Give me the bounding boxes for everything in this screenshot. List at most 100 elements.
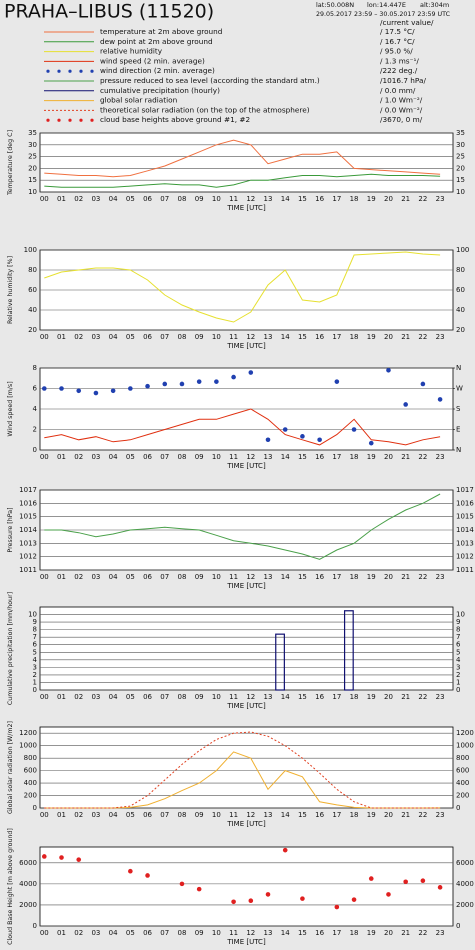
y2-tick-label: 40: [456, 306, 465, 314]
legend-current: / 1.3 ms⁻¹/: [380, 56, 419, 65]
y-axis-label: Cumulative precipitation [mm/hour]: [7, 592, 14, 705]
x-tick-label: 16: [315, 195, 324, 203]
point: [231, 899, 236, 905]
x-tick-label: 10: [212, 453, 221, 461]
x-tick-label: 07: [160, 693, 169, 701]
x-tick-label: 00: [40, 195, 49, 203]
point: [248, 898, 254, 904]
y2-tick-label: 2000: [456, 901, 474, 909]
legend-label: cloud base heights above ground #1, #2: [100, 115, 250, 124]
x-tick-label: 10: [212, 573, 221, 581]
x-tick-label: 07: [160, 929, 169, 937]
legend-label: wind direction (2 min. average): [100, 66, 215, 75]
y2-tick-label: 7: [456, 633, 460, 641]
altitude: alt:304m: [420, 1, 449, 9]
x-tick-label: 15: [298, 929, 307, 937]
x-tick-label: 18: [350, 929, 359, 937]
x-tick-label: 11: [229, 333, 238, 341]
x-tick-label: 14: [281, 195, 290, 203]
y2-tick-label: 35: [456, 129, 465, 137]
x-tick-label: 12: [246, 333, 255, 341]
y-tick-label: 1000: [19, 742, 37, 750]
x-tick-label: 17: [332, 573, 341, 581]
latitude: lat:50.008N: [316, 1, 354, 9]
x-tick-label: 10: [212, 929, 221, 937]
y-tick-label: 15: [28, 176, 37, 184]
point: [145, 873, 150, 878]
y2-tick-label: 600: [456, 767, 469, 775]
x-tick-label: 01: [57, 573, 66, 581]
x-tick-label: 11: [229, 573, 238, 581]
x-tick-label: 07: [160, 573, 169, 581]
x-tick-label: 23: [436, 333, 445, 341]
x-tick-label: 17: [332, 811, 341, 819]
x-tick-label: 15: [298, 453, 307, 461]
x-tick-label: 07: [160, 453, 169, 461]
y-tick-label: 6: [33, 641, 38, 649]
y-tick-label: 400: [24, 779, 37, 787]
x-tick-label: 02: [74, 453, 83, 461]
x-tick-label: 03: [91, 929, 100, 937]
legend-current: /3670, 0 m/: [380, 115, 423, 124]
x-tick-label: 09: [195, 333, 204, 341]
x-tick-label: 18: [350, 333, 359, 341]
x-tick-label: 10: [212, 811, 221, 819]
y2-tick-label: 0: [456, 922, 460, 930]
x-tick-label: 09: [195, 573, 204, 581]
x-tick-label: 03: [91, 453, 100, 461]
point: [351, 427, 357, 432]
x-tick-label: 03: [91, 693, 100, 701]
y-tick-label: 2000: [19, 901, 37, 909]
x-tick-label: 08: [178, 811, 187, 819]
y2-tick-label: 4: [456, 656, 461, 664]
legend-marker: [79, 118, 83, 122]
x-tick-label: 19: [367, 811, 376, 819]
x-tick-label: 08: [178, 573, 187, 581]
point: [282, 847, 288, 853]
legend-current: / 0.0 mm/: [380, 86, 416, 95]
x-tick-label: 12: [246, 573, 255, 581]
x-tick-label: 01: [57, 195, 66, 203]
x-tick-label: 09: [195, 929, 204, 937]
bar: [275, 633, 285, 691]
x-tick-label: 08: [178, 453, 187, 461]
x-tick-label: 21: [401, 811, 410, 819]
x-tick-label: 01: [57, 693, 66, 701]
x-tick-label: 23: [436, 693, 445, 701]
point: [300, 896, 305, 901]
y-tick-label: 9: [33, 618, 37, 626]
x-tick-label: 20: [384, 693, 393, 701]
point: [128, 868, 133, 874]
y-tick-label: 8: [33, 364, 37, 372]
x-tick-label: 15: [298, 811, 307, 819]
y-tick-label: 20: [28, 164, 37, 172]
y-tick-label: 0: [33, 686, 37, 694]
y-axis-label: Wind speed [m/s]: [7, 381, 14, 436]
x-tick-label: 16: [315, 929, 324, 937]
x-tick-label: 16: [315, 333, 324, 341]
x-tick-label: 14: [281, 811, 290, 819]
y-tick-label: 7: [33, 633, 37, 641]
y-tick-label: 1014: [19, 526, 37, 534]
series-line: [44, 493, 441, 560]
y-tick-label: 1: [33, 678, 37, 686]
y-axis-label: Global solar radiation [W/m2]: [7, 721, 14, 814]
x-tick-label: 05: [126, 693, 135, 701]
x-tick-label: 06: [143, 693, 152, 701]
point: [93, 390, 99, 396]
point: [196, 886, 202, 892]
x-tick-label: 20: [384, 333, 393, 341]
legend-current: / 16.7 °C/: [380, 37, 415, 46]
legend-label: temperature at 2m above ground: [100, 27, 222, 36]
x-tick-label: 02: [74, 573, 83, 581]
x-tick-label: 00: [40, 333, 49, 341]
point: [179, 381, 185, 387]
x-tick-label: 22: [418, 693, 427, 701]
y2-tick-label: 1016: [456, 499, 474, 507]
x-tick-label: 04: [109, 693, 118, 701]
x-tick-label: 19: [367, 693, 376, 701]
x-tick-label: 05: [126, 333, 135, 341]
y-tick-label: 1017: [19, 486, 37, 494]
legend-marker: [90, 69, 94, 73]
x-tick-label: 05: [126, 573, 135, 581]
